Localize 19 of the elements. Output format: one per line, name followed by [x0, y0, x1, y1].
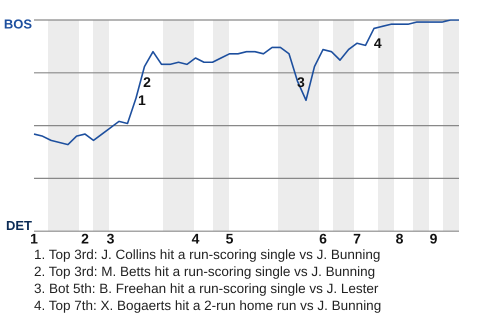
- annotation: 1: [138, 92, 146, 108]
- annotation: 4: [374, 35, 382, 52]
- x-tick-label: 5: [226, 230, 234, 246]
- text: 2. Top 3rd: M. Betts hit a run-scoring single vs J. Bunning: [34, 263, 376, 280]
- x-tick-label: 3: [106, 230, 115, 246]
- ref-line-label: DET: [6, 218, 32, 233]
- x-tick-label: 2: [81, 230, 90, 246]
- text: 1. Top 3rd: J. Collins hit a run-scoring single vs J. Bunning: [34, 246, 382, 263]
- text: 4. Top 7th: X. Bogaerts hit a 2-run home run vs J. Bunning: [34, 297, 382, 314]
- x-tick-label: 1: [30, 230, 38, 246]
- x-tick-label: 4: [192, 230, 200, 246]
- x-tick-label: 6: [319, 230, 328, 246]
- annotation: 3: [296, 74, 305, 90]
- x-tick-label: 9: [430, 230, 438, 246]
- x-tick-label: 7: [353, 230, 362, 246]
- annotation: 2: [143, 74, 151, 90]
- ref-line-label: BOS: [4, 16, 32, 32]
- text: 3. Bot 5th: B. Freehan hit a run-scoring single vs J. Lester: [34, 280, 380, 297]
- x-tick-label: 8: [396, 230, 404, 246]
